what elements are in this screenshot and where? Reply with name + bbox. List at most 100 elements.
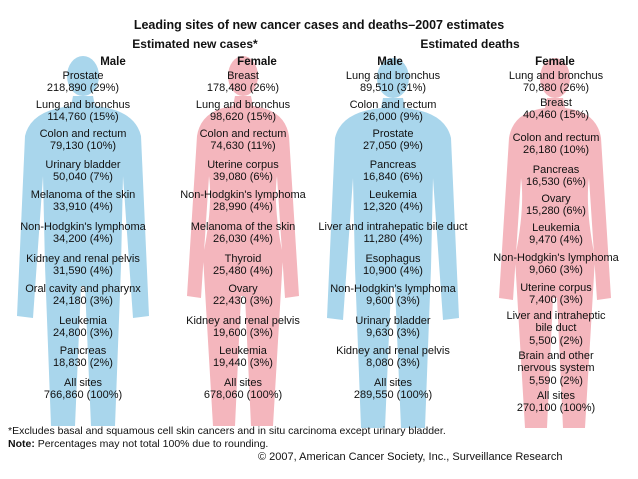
- site-value: 39,080 (6%): [213, 171, 273, 184]
- site-value: 70,880 (26%): [522, 82, 590, 95]
- site-entry: Melanoma of the skin 33,910 (4%): [3, 189, 163, 214]
- site-name: Breast: [540, 97, 572, 109]
- site-value: 33,910 (4%): [53, 201, 113, 214]
- site-entry: Oral cavity and pharynx 24,180 (3%): [3, 283, 163, 308]
- site-entry: Colon and rectum 26,180 (10%): [477, 132, 635, 157]
- site-value: 9,470 (4%): [529, 234, 583, 247]
- site-value: 9,060 (3%): [529, 264, 583, 277]
- site-entry: Non-Hodgkin's lymphoma 9,600 (3%): [309, 283, 477, 308]
- site-name: Lung and bronchus: [35, 99, 131, 111]
- new-cases-heading: Estimated new cases*: [132, 37, 258, 51]
- site-name: Urinary bladder: [45, 159, 121, 171]
- site-value: 28,990 (4%): [213, 201, 273, 214]
- site-value: 31,590 (4%): [53, 265, 113, 278]
- site-name: Pancreas: [532, 164, 580, 176]
- female-figure-deaths: [499, 58, 611, 428]
- site-entry: Ovary 15,280 (6%): [477, 193, 635, 218]
- site-entry: Melanoma of the skin 26,030 (4%): [163, 221, 323, 246]
- site-name: Colon and rectum: [39, 128, 127, 140]
- site-value: 22,430 (3%): [213, 295, 273, 308]
- site-entry: Leukemia 9,470 (4%): [477, 222, 635, 247]
- site-entry: Liver and intrahepatic bile duct 11,280 (…: [309, 221, 477, 246]
- site-value: 178,480 (26%): [206, 82, 280, 95]
- site-name: Non-Hodgkin's lymphoma: [20, 221, 146, 233]
- site-entry: Kidney and renal pelvis 31,590 (4%): [3, 253, 163, 278]
- site-name: Prostate: [372, 128, 414, 140]
- head: [67, 56, 99, 96]
- site-name: Urinary bladder: [355, 315, 431, 327]
- site-value: 24,180 (3%): [53, 295, 113, 308]
- site-name: Lung and bronchus: [508, 70, 604, 82]
- site-entry: Brain and other nervous system 5,590 (2%): [477, 350, 635, 387]
- site-entry: Urinary bladder 50,040 (7%): [3, 159, 163, 184]
- site-value: 114,760 (15%): [47, 111, 119, 124]
- site-value: 5,500 (2%): [529, 334, 583, 347]
- female-figure-new-cases: [187, 56, 299, 426]
- deaths-heading: Estimated deaths: [420, 37, 520, 51]
- site-entry: Uterine corpus 39,080 (6%): [163, 159, 323, 184]
- copyright: © 2007, American Cancer Society, Inc., S…: [258, 451, 563, 463]
- site-value: 9,630 (3%): [366, 327, 420, 340]
- site-name: Esophagus: [365, 253, 421, 265]
- site-value: 10,900 (4%): [363, 265, 423, 278]
- head: [377, 58, 409, 98]
- site-name: Colon and rectum: [199, 128, 287, 140]
- torso: [327, 98, 459, 428]
- site-value: 12,320 (4%): [363, 201, 423, 214]
- site-entry: Prostate 218,890 (29%): [3, 70, 163, 95]
- site-name: Thyroid: [224, 253, 262, 265]
- chart-title: Leading sites of new cancer cases and de…: [133, 18, 505, 32]
- site-name: Liver and intrahepatic bile duct: [318, 221, 468, 233]
- site-name: Pancreas: [59, 345, 107, 357]
- site-entry: Kidney and renal pelvis 8,080 (3%): [309, 345, 477, 370]
- note-text: Percentages may not total 100% due to ro…: [34, 438, 269, 450]
- site-entry: All sites 678,060 (100%): [163, 377, 323, 402]
- site-name: Melanoma of the skin: [190, 221, 296, 233]
- male-label-new-cases: Male: [100, 56, 126, 68]
- site-value: 8,080 (3%): [366, 357, 420, 370]
- site-value: 7,400 (3%): [529, 294, 583, 307]
- site-name: Colon and rectum: [349, 99, 437, 111]
- site-value: 40,460 (15%): [522, 109, 590, 122]
- site-entry: Colon and rectum 79,130 (10%): [3, 128, 163, 153]
- site-name: Leukemia: [59, 315, 107, 327]
- site-name: Leukemia: [532, 222, 580, 234]
- site-entry: Colon and rectum 74,630 (11%): [163, 128, 323, 153]
- site-value: 89,510 (31%): [359, 82, 427, 95]
- site-entry: Esophagus 10,900 (4%): [309, 253, 477, 278]
- site-entry: Non-Hodgkin's lymphoma 9,060 (3%): [477, 252, 635, 277]
- site-value: 50,040 (7%): [53, 171, 113, 184]
- site-value: 15,280 (6%): [526, 205, 586, 218]
- site-name: Leukemia: [219, 345, 267, 357]
- site-name: Kidney and renal pelvis: [186, 315, 300, 327]
- site-entry: Lung and bronchus 98,620 (15%): [163, 99, 323, 124]
- site-name: Kidney and renal pelvis: [336, 345, 450, 357]
- site-value: 26,000 (9%): [363, 111, 423, 124]
- footnote: *Excludes basal and squamous cell skin c…: [8, 425, 446, 437]
- site-entry: Thyroid 25,480 (4%): [163, 253, 323, 278]
- head: [228, 56, 258, 96]
- site-name: Lung and bronchus: [345, 70, 441, 82]
- site-name: Leukemia: [369, 189, 417, 201]
- site-name: Non-Hodgkin's lymphoma: [330, 283, 456, 295]
- site-value: 16,530 (6%): [526, 176, 586, 189]
- site-value: 9,600 (3%): [366, 295, 420, 308]
- site-name: Liver and intraheptic bile duct: [506, 310, 606, 335]
- site-entry: Breast 178,480 (26%): [163, 70, 323, 95]
- note-label: Note:: [8, 438, 35, 450]
- site-value: 11,280 (4%): [363, 233, 423, 246]
- site-name: All sites: [374, 377, 412, 389]
- site-value: 19,600 (3%): [213, 327, 273, 340]
- site-value: 74,630 (11%): [210, 140, 276, 153]
- site-name: All sites: [224, 377, 262, 389]
- site-value: 24,800 (3%): [53, 327, 113, 340]
- site-entry: Colon and rectum 26,000 (9%): [309, 99, 477, 124]
- site-entry: Pancreas 18,830 (2%): [3, 345, 163, 370]
- site-entry: Leukemia 12,320 (4%): [309, 189, 477, 214]
- site-entry: Uterine corpus 7,400 (3%): [477, 282, 635, 307]
- site-entry: Leukemia 19,440 (3%): [163, 345, 323, 370]
- site-name: Uterine corpus: [207, 159, 279, 171]
- site-entry: Lung and bronchus 70,880 (26%): [477, 70, 635, 95]
- site-entry: All sites 766,860 (100%): [3, 377, 163, 402]
